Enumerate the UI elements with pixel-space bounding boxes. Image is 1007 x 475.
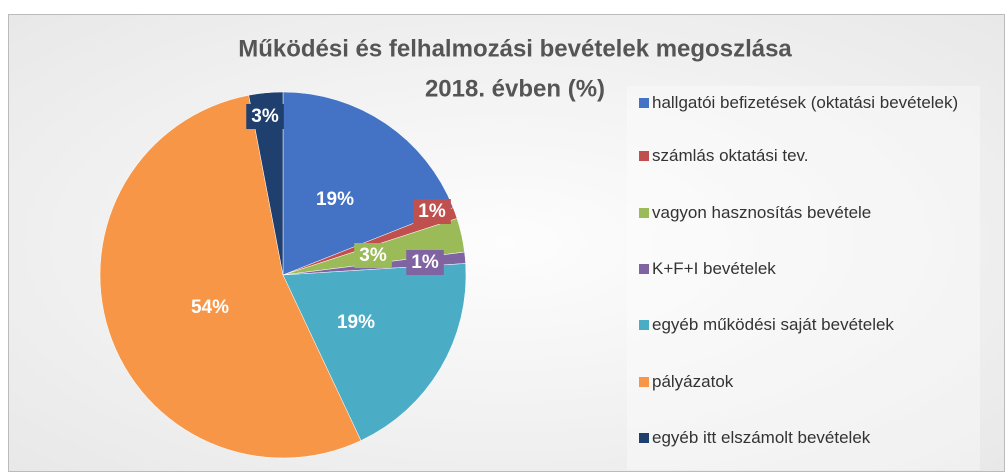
data-label-box: [413, 199, 451, 225]
data-label-box: [331, 310, 381, 336]
pie-slice: [248, 91, 284, 276]
chart-title: Működési és felhalmozási bevételek megos…: [238, 35, 792, 62]
legend-item: számlás oktatási tev.: [639, 143, 982, 169]
legend-label: pályázatok: [652, 372, 734, 391]
legend-item: egyéb itt elszámolt bevételek: [639, 425, 982, 451]
legend-swatch: [639, 264, 649, 274]
data-label: 1%: [418, 201, 446, 222]
data-label-box: [246, 104, 284, 130]
data-label-box: [406, 250, 444, 276]
legend-swatch: [639, 433, 649, 443]
data-label: 3%: [359, 245, 387, 266]
legend-swatch: [639, 151, 649, 161]
legend-label: egyéb itt elszámolt bevételek: [652, 428, 871, 447]
data-label: 19%: [337, 312, 375, 333]
legend-label: számlás oktatási tev.: [652, 146, 809, 165]
legend: hallgatói befizetések (oktatási bevétele…: [627, 86, 980, 470]
chart-subtitle: 2018. évben (%): [425, 75, 605, 102]
data-label: 3%: [251, 106, 279, 127]
data-label: 54%: [191, 297, 229, 318]
legend-swatch: [639, 320, 649, 330]
legend-item: K+F+I bevételek: [639, 256, 982, 282]
legend-label: hallgatói befizetések (oktatási bevétele…: [652, 93, 959, 112]
legend-swatch: [639, 208, 649, 218]
legend-swatch: [639, 377, 649, 387]
data-label-box: [185, 295, 235, 321]
legend-item: hallgatói befizetések (oktatási bevétele…: [639, 90, 982, 116]
legend-item: pályázatok: [639, 369, 982, 395]
legend-label: vagyon hasznosítás bevétele: [652, 203, 872, 222]
pie-slice: [282, 263, 467, 441]
legend-item: vagyon hasznosítás bevétele: [639, 200, 982, 226]
pie-slice: [99, 94, 362, 459]
data-label: 19%: [316, 189, 354, 210]
legend-item: egyéb működési saját bevételek: [639, 312, 982, 338]
data-label-box: [354, 243, 392, 269]
data-label: 1%: [411, 252, 439, 273]
legend-label: K+F+I bevételek: [652, 259, 776, 278]
legend-swatch: [639, 98, 649, 108]
data-label-box: [310, 187, 360, 213]
legend-label: egyéb működési saját bevételek: [652, 315, 894, 334]
pie-slice: [282, 91, 454, 276]
